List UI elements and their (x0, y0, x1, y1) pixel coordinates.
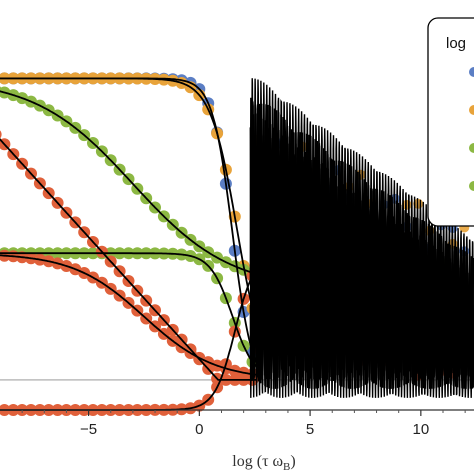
legend-box (427, 17, 474, 227)
series-6-point (0, 130, 2, 139)
fit-line-3 (0, 90, 258, 275)
x-tick-label: 5 (306, 421, 314, 438)
legend-marker-1 (469, 67, 474, 77)
legend: log (427, 17, 474, 227)
x-axis-label: log (τ ωB) (232, 453, 295, 473)
legend-marker-3 (469, 143, 474, 153)
fit-line-6 (0, 138, 257, 381)
legend-title: log (446, 35, 466, 52)
fit-line-1 (0, 77, 258, 365)
oscillation-trace-3 (249, 111, 474, 380)
plot-area (0, 72, 474, 416)
fit-line-5 (0, 254, 257, 376)
x-tick-label: −5 (80, 421, 97, 438)
x-tick-label: 10 (412, 421, 429, 438)
legend-marker-4 (469, 181, 474, 191)
x-tick-label: 0 (195, 421, 203, 438)
fit-line-4 (0, 252, 258, 368)
x-axis: −5 0 5 10 (0, 409, 474, 438)
fit-line-2 (0, 77, 258, 326)
legend-marker-2 (469, 105, 474, 115)
